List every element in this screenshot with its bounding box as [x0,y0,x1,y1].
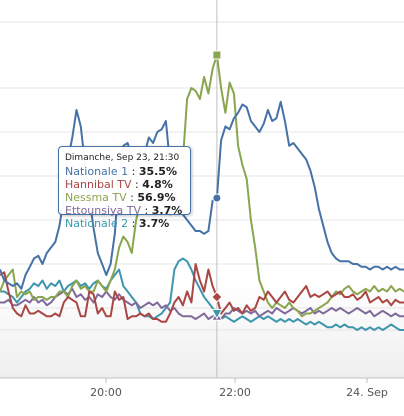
x-tick-label-2: 24. Sep [346,386,388,399]
series-line-nationale-2[interactable] [0,257,404,331]
hover-marker-hannibal-tv [211,291,223,303]
tooltip-separator: : [141,204,152,217]
tooltip-row: Nationale 2 : 3.7% [65,217,190,230]
tooltip-value: 4.8% [142,178,173,191]
tooltip-separator: : [131,178,143,191]
tooltip-separator: : [128,217,139,230]
tooltip-row: Nationale 1 : 35.5% [65,165,190,178]
tooltip-row: Hannibal TV : 4.8% [65,178,190,191]
tooltip-value: 56.9% [137,191,176,204]
series-line-nessma-tv[interactable] [0,54,404,318]
hover-marker-nationale-1 [212,193,222,203]
tooltip-row: Nessma TV : 56.9% [65,191,190,204]
x-axis-ticks: 20:00 22:00 24. Sep [90,378,388,399]
hover-marker-nessma-tv [212,50,222,60]
tooltip-series-name: Ettounsiya TV [65,204,142,217]
tooltip-series-name: Hannibal TV [65,178,132,191]
x-tick-label-0: 20:00 [90,386,122,399]
x-tick-label-1: 22:00 [219,386,251,399]
tooltip-separator: : [128,165,139,178]
tooltip-series-name: Nationale 2 [65,217,129,230]
tooltip-value: 3.7% [151,204,183,217]
series-lines [0,54,404,331]
tooltip-row: Ettounsiya TV : 3.7% [65,204,190,217]
series-line-hannibal-tv[interactable] [0,263,404,323]
tooltip-series-name: Nationale 1 [65,165,129,178]
tooltip-value: 3.7% [138,217,170,230]
tooltip-value: 35.5% [138,165,177,178]
tooltip-rows: Nationale 1 : 35.5% Hannibal TV : 4.8% Nes… [65,165,190,230]
tooltip-series-name: Nessma TV [65,191,127,204]
tooltip-title: Dimanche, Sep 23, 21:30 [65,153,180,163]
hover-markers [211,50,223,321]
hover-marker-nationale-2 [211,309,223,320]
tooltip: Dimanche, Sep 23, 21:30 Nationale 1 : 35… [58,146,191,230]
tooltip-separator: : [126,191,138,204]
series-line-ettounsiya-tv[interactable] [0,287,404,320]
